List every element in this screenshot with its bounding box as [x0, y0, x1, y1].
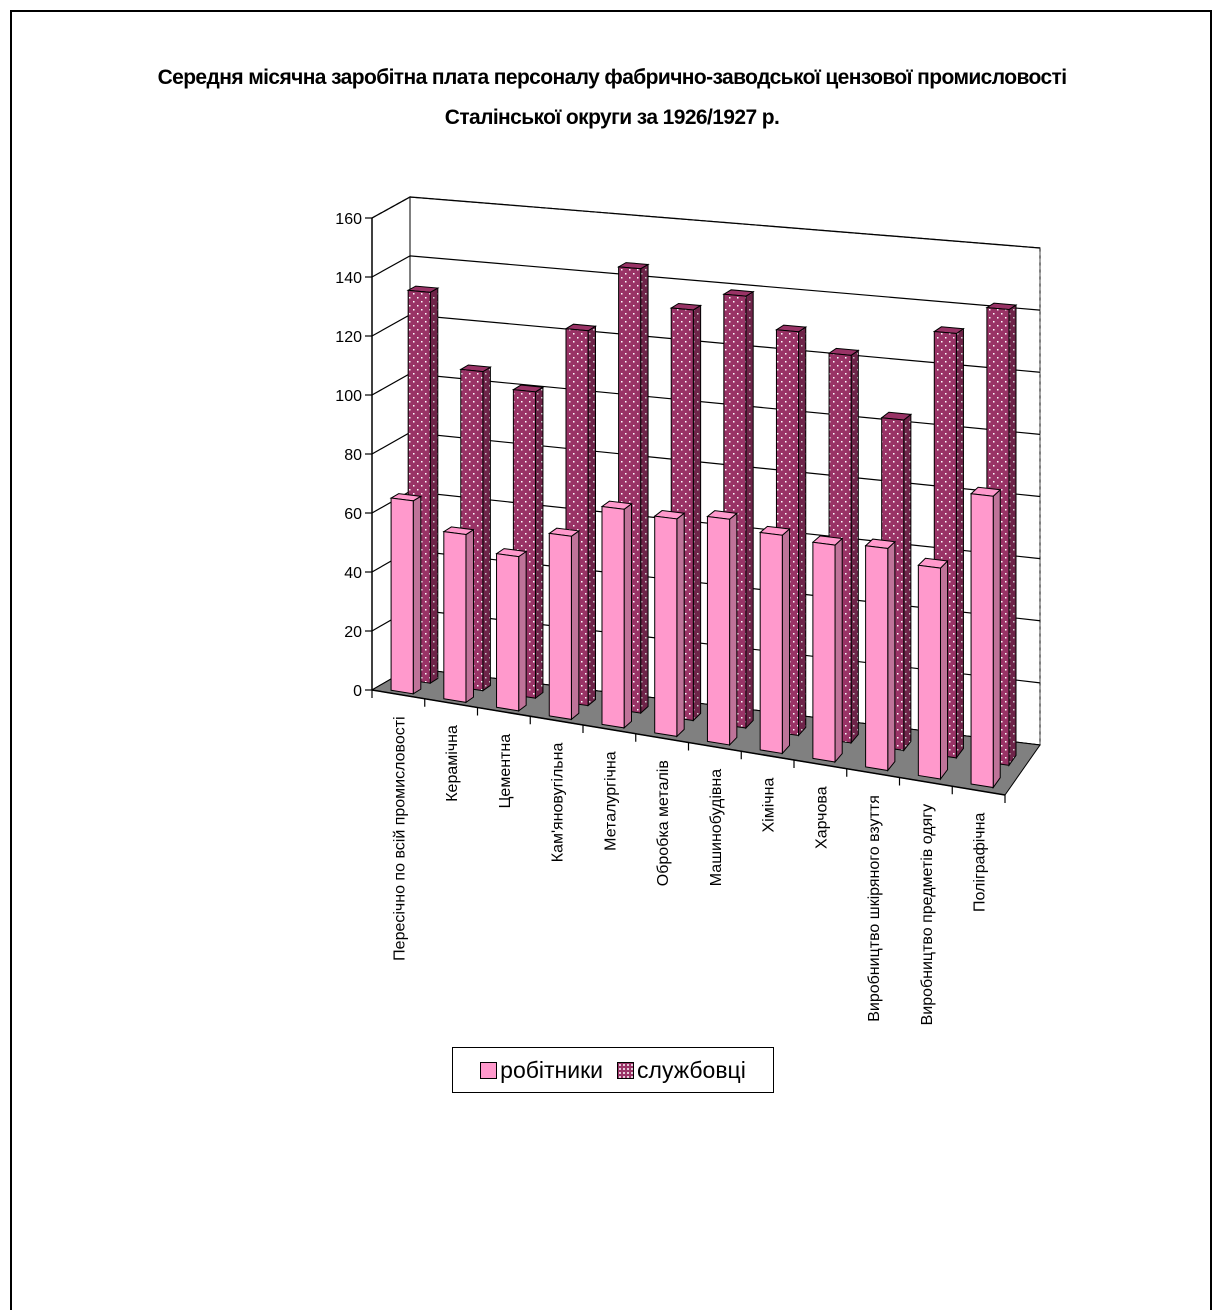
bar: [389, 493, 423, 695]
bar-side: [570, 529, 580, 721]
bar: [616, 262, 650, 715]
legend-item: службовці: [617, 1057, 746, 1084]
x-tick-label: Хімічна: [761, 778, 778, 833]
y-tick-label: 100: [335, 388, 362, 405]
bar: [864, 538, 896, 772]
legend-swatch: [480, 1061, 498, 1079]
bar-side: [1008, 304, 1017, 767]
bar-side: [623, 502, 632, 730]
bar: [917, 557, 949, 781]
bar-side: [429, 287, 439, 685]
chart-title: Середня місячна заробітна плата персонал…: [157, 66, 1067, 129]
x-tick-label: Цементна: [497, 734, 514, 809]
bar-side: [903, 413, 912, 752]
bar-side: [729, 512, 738, 747]
bar-side: [587, 325, 597, 707]
bar: [758, 525, 791, 755]
legend-swatch: [617, 1061, 635, 1079]
bar-side: [745, 290, 754, 730]
bar-side: [534, 386, 544, 700]
bar-front: [759, 531, 783, 755]
bar: [811, 535, 844, 764]
x-tick-label: Харчова: [813, 786, 830, 849]
bar-front: [390, 497, 414, 695]
bar-front: [970, 493, 994, 789]
y-tick-label: 20: [344, 624, 362, 641]
bar-side: [850, 349, 859, 745]
bar-front: [917, 564, 941, 780]
bar-side: [939, 559, 949, 781]
legend-label: робітники: [500, 1056, 604, 1083]
bar-side: [955, 327, 964, 760]
y-tick-label: 80: [344, 447, 362, 464]
bar: [600, 500, 633, 730]
x-tick-label: Пересічно по всій промисловості: [391, 716, 408, 960]
bar: [495, 548, 528, 712]
bar-front: [443, 531, 467, 703]
bar: [442, 526, 475, 704]
bar-front: [654, 515, 678, 738]
x-tick-label: Обробка металів: [655, 760, 672, 886]
bar-side: [781, 527, 791, 755]
bar-side: [834, 537, 843, 764]
bar: [653, 510, 686, 738]
x-tick-label: Машинобудівна: [708, 769, 725, 886]
bar-front: [496, 553, 520, 712]
bar-side: [798, 326, 807, 737]
grid-line: [371, 255, 1041, 311]
x-tick-label: Виробництво шкіряного взуття: [866, 795, 883, 1022]
chart-frame: [10, 10, 1212, 1310]
bar-side: [887, 540, 896, 772]
bar-side: [692, 304, 702, 722]
bar: [969, 486, 1002, 790]
y-tick-label: 60: [344, 506, 362, 523]
bar-front: [548, 532, 572, 720]
x-tick-label: Виробництво предметів одягу: [919, 804, 936, 1026]
legend-item: робітники: [480, 1057, 603, 1084]
bar-side: [676, 512, 685, 738]
bar-side: [465, 528, 474, 704]
bar-front: [812, 541, 836, 763]
bar-front: [601, 505, 625, 729]
x-tick-label: Поліграфічна: [972, 813, 989, 912]
x-tick-label: Металургічна: [602, 751, 619, 851]
y-tick-label: 40: [344, 565, 362, 582]
x-tick-label: Кам'яновугільна: [550, 743, 567, 863]
bar-side: [640, 263, 649, 715]
bar-side: [412, 495, 422, 695]
legend: робітники службовці: [452, 1047, 774, 1093]
bar: [547, 527, 581, 721]
y-tick-label: 140: [335, 270, 362, 287]
y-tick-label: 160: [335, 211, 362, 228]
bar-side: [482, 366, 491, 692]
bar-front: [865, 545, 889, 772]
bar-side: [518, 550, 527, 712]
x-tick-label: Керамічна: [444, 725, 461, 802]
bar-side: [992, 488, 1001, 790]
grid-line: [371, 196, 1041, 249]
bar-front: [706, 515, 731, 746]
bar: [706, 510, 739, 747]
y-tick-label: 120: [335, 329, 362, 346]
legend-label: службовці: [637, 1056, 746, 1083]
y-tick-label: 0: [353, 683, 362, 700]
